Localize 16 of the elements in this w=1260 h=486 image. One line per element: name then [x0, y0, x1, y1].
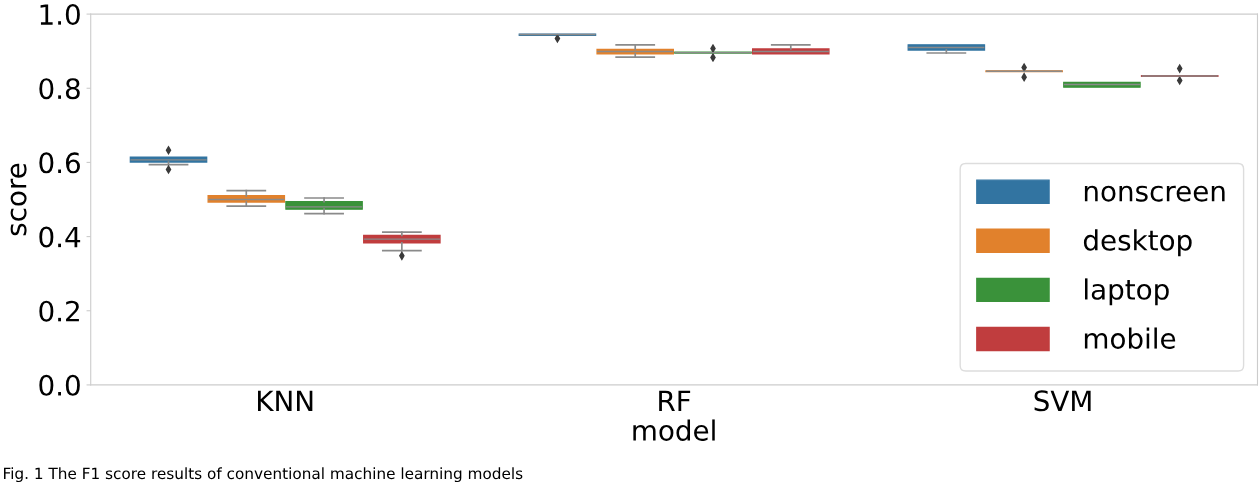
- x-tick-label: SVM: [1034, 390, 1091, 412]
- caption: Fig. 1 The F1 score results of conventional machine learning models: [4, 467, 523, 483]
- y-tick-label: 0.2: [39, 300, 79, 322]
- legend-label: mobile: [1084, 327, 1176, 349]
- legend-label: desktop: [1083, 229, 1192, 257]
- legend-label: laptop: [1085, 278, 1169, 306]
- legend-label: nonscreen: [1084, 185, 1225, 202]
- x-tick-label: KNN: [258, 390, 313, 411]
- y-tick-label: 0.6: [39, 152, 80, 174]
- y-axis-title: score: [10, 163, 27, 236]
- x-tick-label: RF: [659, 390, 691, 411]
- y-tick-label: 0.8: [39, 78, 80, 100]
- x-axis-title: model: [633, 419, 715, 441]
- y-tick-label: 0.0: [39, 374, 80, 396]
- y-tick-label: 0.4: [39, 226, 81, 248]
- y-tick-label: 1.0: [40, 4, 80, 26]
